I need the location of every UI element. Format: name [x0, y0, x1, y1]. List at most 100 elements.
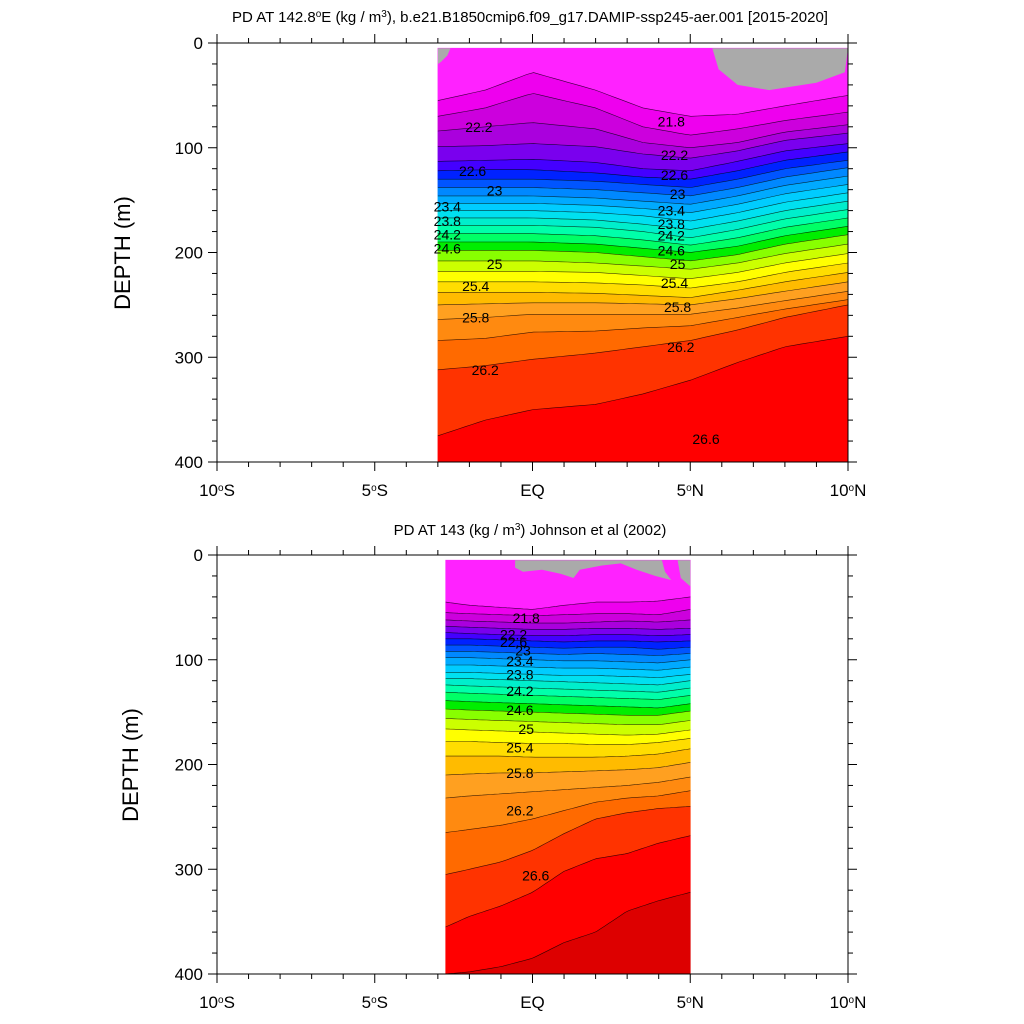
contour-label: 25 — [487, 256, 503, 272]
contour-label: 26.2 — [472, 362, 499, 378]
contour-line — [445, 672, 691, 678]
contour-label: 22.6 — [459, 163, 486, 179]
x-tick-label: 5oS — [362, 993, 388, 1012]
contour-line — [445, 619, 691, 624]
y-tick-label: 400 — [175, 453, 203, 472]
panel-top-ylabel: DEPTH (m) — [110, 196, 135, 310]
contour-line — [445, 651, 691, 656]
contour-line — [445, 790, 691, 833]
contour-line — [437, 291, 849, 320]
y-tick-label: 0 — [194, 546, 203, 565]
y-tick-label: 300 — [175, 348, 203, 367]
contour-line — [437, 151, 849, 180]
contour-line — [445, 748, 691, 758]
contour-label: 24.2 — [434, 227, 461, 243]
contour-label: 25.8 — [506, 765, 533, 781]
contour-line — [445, 892, 691, 975]
x-tick-label: EQ — [520, 993, 545, 1012]
contour-label: 26.2 — [667, 339, 694, 355]
contour-line — [437, 167, 849, 197]
contour-line — [445, 609, 691, 616]
contour-line — [445, 684, 691, 693]
contour-line — [445, 776, 691, 799]
contour-label: 26.6 — [692, 431, 719, 447]
y-tick-label: 200 — [175, 244, 203, 263]
contour-label: 22.2 — [500, 627, 527, 643]
contour-line — [437, 209, 849, 239]
contour-line — [445, 738, 691, 745]
contour-label: 23.8 — [658, 216, 685, 232]
contour-line — [437, 253, 849, 279]
contour-line — [437, 143, 849, 172]
contour-line — [445, 678, 691, 686]
contour-line — [445, 762, 691, 776]
x-tick-label: EQ — [520, 481, 545, 500]
contour-label: 22.6 — [500, 634, 527, 650]
contour-label: 23.4 — [658, 203, 685, 219]
contour-label: 23 — [487, 183, 503, 199]
contour-line — [437, 281, 849, 306]
contour-label: 23.4 — [434, 198, 461, 214]
land-mask — [437, 48, 451, 64]
contour-line — [437, 217, 849, 246]
contour-label: 21.8 — [658, 114, 685, 130]
contour-line — [437, 304, 849, 371]
contour-label: 23 — [670, 186, 686, 202]
contour-line — [445, 638, 691, 643]
contour-line — [437, 299, 849, 341]
contour-label: 23.8 — [506, 666, 533, 682]
contour-line — [437, 72, 849, 117]
contour-line — [437, 184, 849, 213]
x-tick-label: 5oS — [362, 481, 388, 500]
x-tick-label: 5oN — [677, 481, 704, 500]
contour-line — [445, 644, 691, 650]
contour-line — [437, 243, 849, 270]
y-tick-label: 100 — [175, 139, 203, 158]
contour-label: 23 — [515, 642, 531, 658]
contour-label: 23.8 — [434, 213, 461, 229]
contour-label: 23.4 — [506, 653, 533, 669]
panel-bottom-title: PD AT 143 (kg / m3) Johnson et al (2002) — [394, 522, 667, 540]
contour-line — [437, 160, 849, 188]
y-tick-label: 300 — [175, 860, 203, 879]
contour-line — [445, 806, 691, 875]
contour-label: 26.2 — [506, 803, 533, 819]
contour-label: 21.8 — [513, 610, 540, 626]
contour-label: 25.8 — [462, 309, 489, 325]
panel-top: PD AT 142.8oE (kg / m3), b.e21.B1850cmip… — [110, 9, 866, 501]
x-tick-label: 5oN — [677, 993, 704, 1012]
contour-label: 25.4 — [462, 278, 489, 294]
contour-line — [437, 175, 849, 205]
x-tick-label: 10oN — [830, 993, 867, 1012]
contour-label: 22.6 — [661, 167, 688, 183]
contour-line — [437, 132, 849, 159]
contour-line — [437, 200, 849, 230]
contour-line — [445, 691, 691, 700]
land-mask — [677, 560, 691, 587]
contour-label: 25.4 — [506, 740, 533, 756]
contour-line — [437, 272, 849, 298]
land-mask — [712, 48, 848, 91]
y-tick-label: 200 — [175, 756, 203, 775]
contour-label: 24.2 — [658, 228, 685, 244]
contour-line — [437, 192, 849, 222]
contour-line — [437, 122, 849, 149]
contour-line — [445, 596, 691, 610]
y-tick-label: 0 — [194, 34, 203, 53]
contour-line — [445, 835, 691, 928]
contour-line — [437, 93, 849, 136]
land-mask — [515, 560, 672, 581]
panel-bottom-ylabel: DEPTH (m) — [118, 708, 143, 822]
x-tick-label: 10oS — [199, 481, 235, 500]
contour-label: 22.2 — [465, 119, 492, 135]
contour-line — [445, 664, 691, 671]
x-tick-label: 10oS — [199, 993, 235, 1012]
contour-line — [445, 708, 691, 716]
contour-line — [437, 234, 849, 262]
contour-label: 24.6 — [506, 702, 533, 718]
contour-label: 25 — [670, 256, 686, 272]
contour-label: 26.6 — [522, 868, 549, 884]
contour-line — [445, 728, 691, 736]
